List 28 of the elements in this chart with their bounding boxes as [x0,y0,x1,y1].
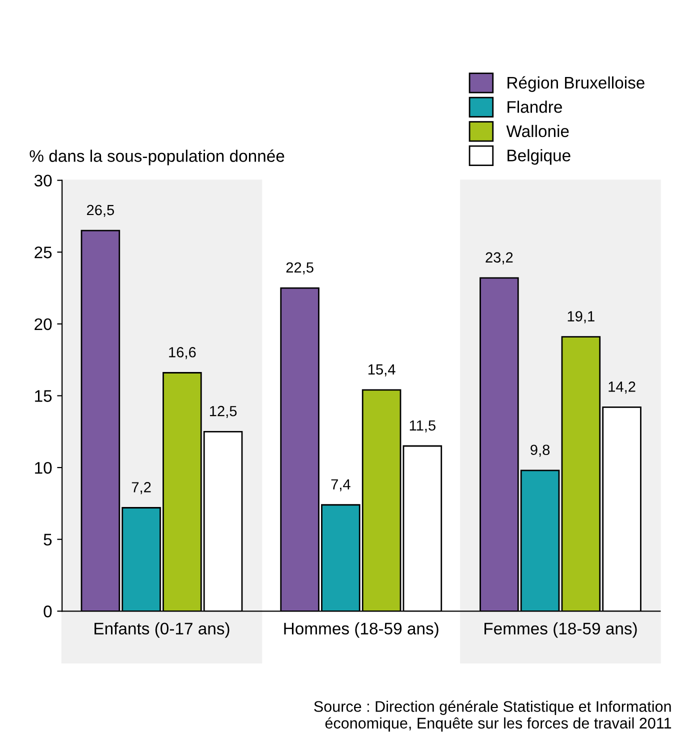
data-label: 11,5 [410,420,436,432]
source-note: Source : Direction générale Statistique et Information économique, Enquête sur les forces de travail 2011 [314,700,672,732]
data-label: 14,2 [608,382,636,394]
y-tick-label: 0 [44,606,52,618]
data-label: 23,2 [486,252,513,264]
legend-label: Belgique [508,149,570,165]
data-label: 26,5 [86,204,114,217]
data-label: 15,4 [368,364,396,376]
y-tick-label: 20 [34,318,52,330]
x-tick-label: Enfants (0-17 ans) [94,622,230,638]
y-tick-label: 10 [35,462,52,474]
y-axis-title: % dans la sous-population donnée [30,150,284,166]
legend-label: Wallonie [506,124,569,138]
x-tick-label: Femmes (18-59 ans) [484,622,637,638]
data-label: 22,5 [286,262,314,274]
legend-label: Région Bruxelloise [508,76,644,92]
data-label: 7,4 [331,479,350,492]
data-label: 9,8 [530,444,550,457]
data-label: 19,1 [568,311,594,324]
y-tick-label: 5 [44,534,52,546]
legend-label: Flandre [508,100,562,113]
y-tick-label: 30 [34,174,52,187]
x-tick-label: Hommes (18-59 ans) [284,622,438,638]
data-label: 16,6 [169,347,196,360]
data-label: 12,5 [210,406,237,418]
y-tick-label: 25 [34,246,52,258]
data-label: 7,2 [132,482,151,494]
y-tick-label: 15 [35,390,52,402]
